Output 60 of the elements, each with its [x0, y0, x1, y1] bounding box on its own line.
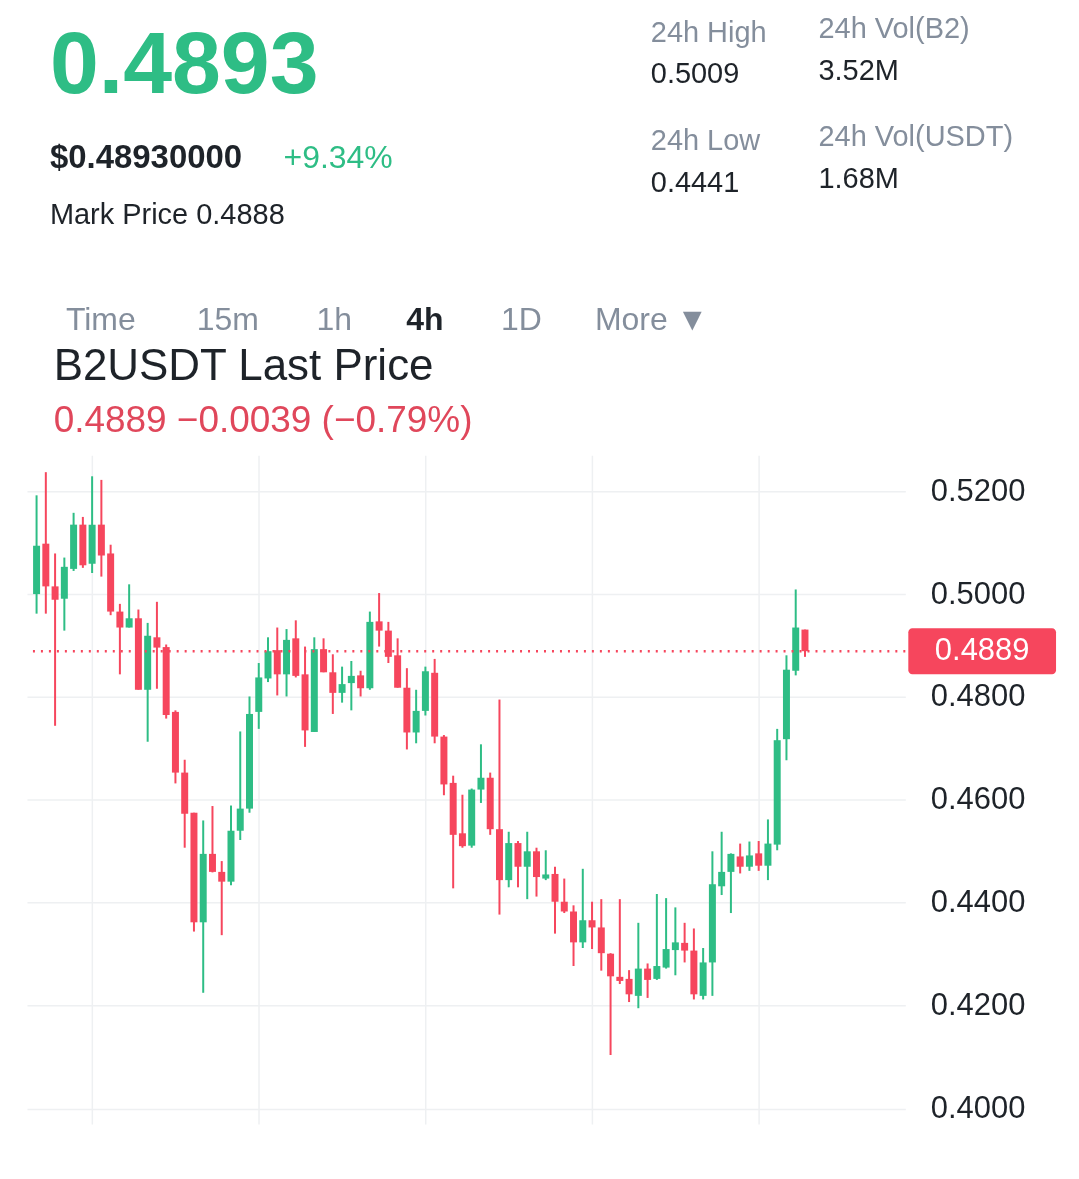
candlestick [671, 906, 679, 977]
candlestick [662, 897, 670, 970]
text: 24h Vol(B2) [818, 11, 970, 44]
text: 0.4441 [650, 165, 740, 198]
y-tick-label: 0.4800 [930, 678, 1026, 714]
text: 3.52M [818, 53, 899, 86]
candlestick [329, 653, 337, 715]
text: 0.5009 [650, 56, 740, 89]
candlestick [681, 921, 689, 964]
candlestick [588, 900, 596, 951]
candlestick [755, 840, 763, 872]
text: $0.48930000 [49, 137, 243, 175]
text: 24h Low [650, 123, 761, 156]
chart-subtitle: 0.4889 −0.0039 (−0.79%) [53, 399, 473, 441]
candlestick [523, 830, 531, 901]
text: More ▼ [594, 301, 709, 338]
candlestick [375, 592, 383, 648]
text: +9.34% [283, 138, 393, 175]
candlestick [208, 805, 216, 874]
y-tick-label: 0.4600 [930, 781, 1026, 817]
candlestick [644, 962, 652, 999]
text: 1D [501, 301, 542, 338]
candlestick [727, 852, 735, 915]
candlestick [347, 659, 355, 712]
candlestick [560, 877, 568, 915]
ref-line-label: 0.4889 [934, 632, 1030, 668]
text: 15m [196, 301, 259, 338]
y-tick-label: 0.4200 [930, 987, 1026, 1023]
candlestick [338, 665, 346, 704]
candlestick [653, 893, 661, 981]
candlestick [718, 830, 726, 897]
candlestick [218, 860, 226, 937]
candlestick [412, 688, 420, 745]
y-tick-label: 0.4400 [930, 884, 1026, 920]
text: 0.4893 [49, 12, 319, 112]
text: 24h Vol(USDT) [818, 119, 1014, 152]
candlestick [357, 669, 365, 698]
y-tick-label: 0.5000 [930, 575, 1026, 611]
candlestick [477, 743, 485, 804]
candlestick [607, 952, 615, 1057]
text: 1.68M [818, 161, 899, 194]
y-tick-label: 0.5200 [930, 472, 1026, 508]
candlestick [736, 842, 744, 875]
chart-title: B2USDT Last Price [53, 340, 434, 390]
candlestick [514, 840, 522, 889]
candlestick [125, 583, 133, 629]
candlestick [764, 818, 772, 882]
candlestick [745, 840, 753, 872]
text: 4h [406, 301, 444, 338]
text: Time [65, 301, 136, 338]
text: 24h High [650, 15, 767, 48]
candlestick [616, 898, 624, 986]
text: 1h [316, 301, 352, 338]
candlestick [625, 969, 633, 1004]
candlestick [458, 793, 466, 849]
text: Mark Price 0.4888 [49, 197, 285, 230]
candlestick [236, 730, 244, 841]
candlestick [579, 867, 587, 950]
y-tick-label: 0.4000 [930, 1090, 1026, 1126]
candlestick [542, 849, 550, 882]
